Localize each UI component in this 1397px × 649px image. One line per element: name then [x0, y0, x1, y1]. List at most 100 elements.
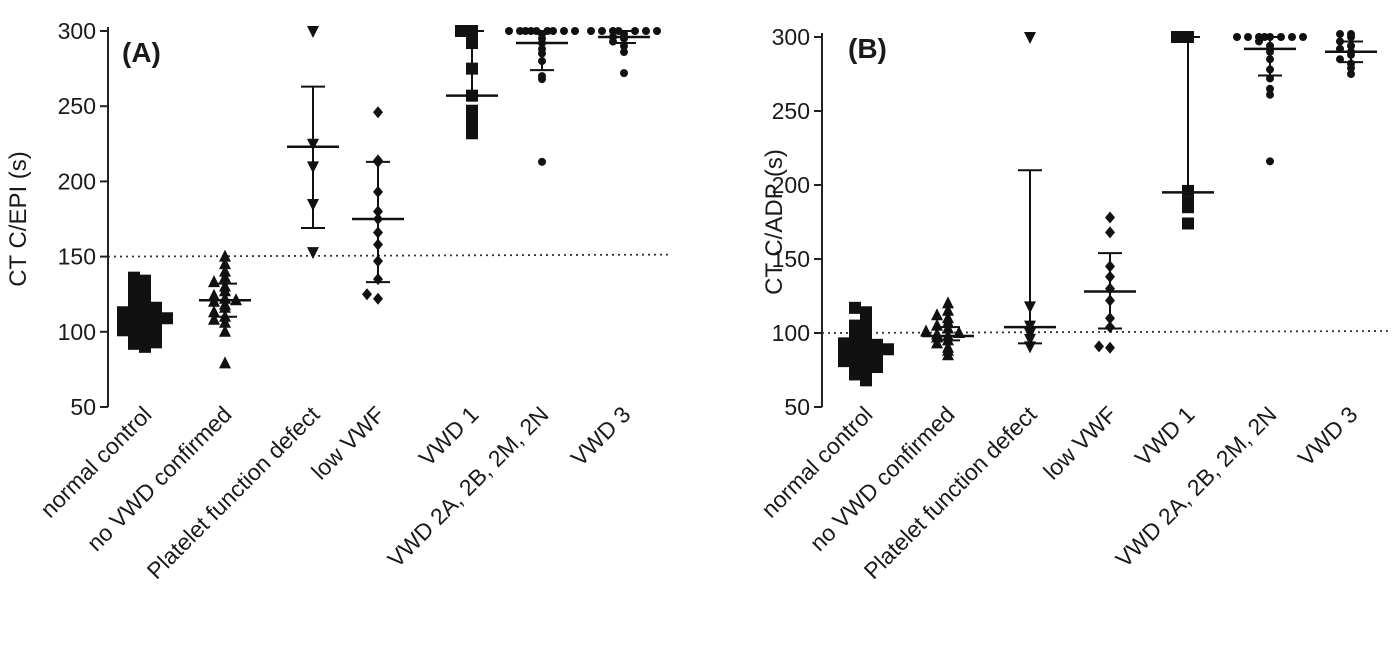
data-point	[307, 26, 319, 38]
data-point	[609, 27, 617, 35]
category-label: VWD 2A, 2B, 2M, 2N	[1110, 401, 1281, 572]
y-tick-label: 50	[784, 394, 810, 420]
data-point	[219, 309, 231, 322]
y-axis-label: CT C/EPI (s)	[5, 151, 32, 287]
data-point	[373, 255, 383, 268]
data-point	[1105, 294, 1115, 307]
data-point	[1105, 270, 1115, 283]
data-point	[1182, 217, 1194, 230]
data-point	[849, 301, 861, 314]
category-label: VWD 3	[566, 401, 636, 471]
data-point	[373, 273, 383, 286]
y-tick-label: 200	[772, 172, 810, 198]
series-group	[446, 25, 498, 140]
reference-line	[107, 253, 673, 258]
y-tick-label: 250	[58, 93, 96, 119]
data-point	[1105, 341, 1115, 354]
data-point	[538, 45, 546, 54]
data-point	[505, 27, 513, 35]
data-point	[631, 27, 639, 35]
data-point	[128, 271, 140, 284]
data-point	[1347, 41, 1355, 50]
data-point	[620, 48, 628, 57]
data-point	[538, 72, 546, 81]
data-point	[307, 198, 319, 211]
data-point	[161, 312, 173, 325]
data-point	[219, 279, 231, 292]
data-point	[1347, 59, 1355, 68]
data-point	[1182, 31, 1194, 43]
series-group	[1325, 30, 1377, 78]
data-point	[538, 57, 546, 66]
data-point	[942, 311, 954, 324]
category-label: VWD 3	[1293, 401, 1363, 471]
data-point	[849, 319, 861, 332]
data-point	[219, 356, 231, 369]
data-point	[373, 226, 383, 239]
data-point	[362, 288, 372, 301]
series-group	[587, 27, 661, 78]
series-group	[1162, 31, 1214, 230]
y-axis-label: CT C/ADP (s)	[761, 149, 788, 295]
data-point	[1266, 84, 1274, 93]
category-label: Platelet function defect	[142, 401, 325, 584]
data-point	[549, 27, 557, 35]
reference-line	[821, 330, 1391, 334]
data-point	[307, 161, 319, 174]
data-point	[1105, 211, 1115, 224]
data-point	[871, 338, 883, 351]
data-point	[1255, 33, 1263, 41]
data-point	[373, 106, 383, 119]
data-point	[838, 337, 850, 350]
data-point	[516, 27, 524, 35]
data-point	[614, 27, 623, 35]
data-point	[219, 297, 231, 310]
category-label: VWD 1	[1130, 401, 1200, 471]
data-point	[139, 274, 151, 287]
series-group	[838, 301, 894, 387]
data-point	[1024, 301, 1036, 314]
data-point	[1266, 90, 1274, 99]
series-group	[505, 27, 579, 166]
series-group	[117, 271, 173, 353]
data-point	[571, 27, 579, 35]
data-point	[620, 42, 628, 51]
data-point	[1336, 55, 1344, 64]
data-point	[307, 138, 319, 151]
data-point	[860, 306, 872, 319]
data-point	[598, 27, 606, 35]
data-point	[1277, 33, 1285, 41]
data-point	[1336, 37, 1344, 46]
data-point	[466, 115, 478, 128]
data-point	[307, 247, 319, 260]
series-group	[287, 26, 339, 260]
series-group	[920, 296, 974, 361]
data-point	[1266, 157, 1274, 166]
y-tick-label: 150	[58, 244, 96, 270]
data-point	[942, 296, 954, 309]
data-point	[373, 185, 383, 198]
data-point	[150, 301, 162, 314]
data-point	[642, 27, 650, 35]
panel-label: (B)	[848, 33, 887, 64]
data-point	[117, 306, 129, 319]
data-point	[653, 27, 661, 35]
data-point	[527, 27, 535, 35]
data-point	[1024, 328, 1036, 340]
data-point	[931, 308, 943, 321]
category-label: low VWF	[1038, 401, 1121, 484]
data-point	[208, 305, 220, 318]
data-point	[219, 257, 231, 270]
data-point	[620, 69, 628, 78]
series-group	[1084, 211, 1136, 354]
data-point	[466, 104, 478, 117]
data-point	[466, 37, 478, 50]
y-tick-label: 300	[58, 18, 96, 44]
data-point	[942, 303, 954, 316]
data-point	[1094, 340, 1104, 353]
data-point	[882, 343, 894, 356]
data-point	[1171, 31, 1183, 43]
